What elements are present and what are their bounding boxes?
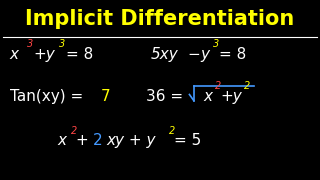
Text: 3: 3 <box>213 39 219 49</box>
Text: 5xy: 5xy <box>150 46 178 62</box>
Text: 2: 2 <box>93 133 102 148</box>
Text: = 8: = 8 <box>66 46 93 62</box>
Text: x: x <box>58 133 67 148</box>
Text: 36 =: 36 = <box>146 89 183 104</box>
Text: Implicit Differentiation: Implicit Differentiation <box>25 9 295 29</box>
Text: 2: 2 <box>169 125 175 136</box>
Text: 2: 2 <box>244 81 250 91</box>
Text: −: − <box>187 46 200 62</box>
Text: = 5: = 5 <box>174 133 202 148</box>
Text: 3: 3 <box>59 39 66 49</box>
Text: = 8: = 8 <box>219 46 246 62</box>
Text: 7: 7 <box>101 89 110 104</box>
Text: +y: +y <box>34 46 55 62</box>
Text: +y: +y <box>220 89 242 104</box>
Text: xy + y: xy + y <box>106 133 156 148</box>
Text: x: x <box>203 89 212 104</box>
Text: Tan(xy) =: Tan(xy) = <box>10 89 83 104</box>
Text: +: + <box>76 133 94 148</box>
Text: 3: 3 <box>27 39 34 49</box>
Text: 2: 2 <box>71 125 77 136</box>
Text: y: y <box>200 46 209 62</box>
Text: 2: 2 <box>215 81 221 91</box>
Text: x: x <box>10 46 19 62</box>
